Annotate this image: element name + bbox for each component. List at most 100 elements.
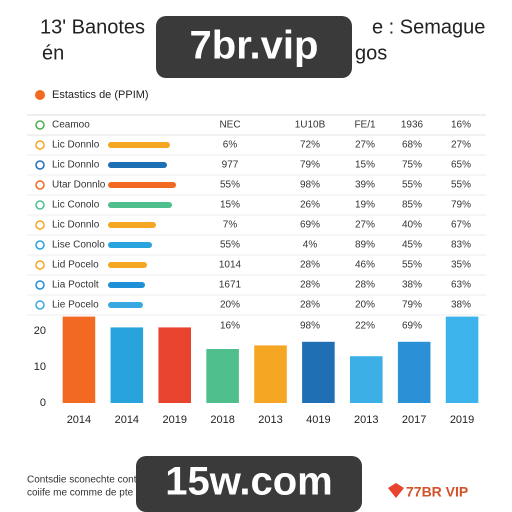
subtitle: gos	[355, 42, 387, 64]
cell: 67%	[451, 220, 471, 231]
cell: 40%	[402, 220, 422, 231]
legend-dot	[35, 90, 45, 100]
cell: 39%	[355, 180, 375, 191]
cell: 977	[222, 160, 239, 171]
cell: 65%	[451, 160, 471, 171]
row-label: Lia Poctolt	[52, 280, 99, 291]
header-cell: 1936	[401, 120, 424, 131]
cell: 85%	[402, 200, 422, 211]
cell: 15%	[355, 160, 375, 171]
row-icon	[35, 160, 45, 170]
subtitle: én	[42, 42, 64, 64]
cell: 28%	[300, 300, 320, 311]
bar	[110, 327, 144, 403]
row-icon	[35, 120, 45, 130]
watermark: 15w.com	[165, 460, 332, 504]
cell: 98%	[300, 180, 320, 191]
cell: 55%	[220, 240, 240, 251]
cell: 22%	[355, 321, 375, 332]
cell: 20%	[355, 300, 375, 311]
row-label: Lise Conolo	[52, 240, 105, 251]
cell: 55%	[451, 180, 471, 191]
cell: 68%	[402, 140, 422, 151]
header-label: Ceamoo	[52, 120, 90, 131]
bar	[62, 316, 96, 403]
cell: 69%	[300, 220, 320, 231]
row-icon	[35, 240, 45, 250]
cell: 20%	[220, 300, 240, 311]
cell: 79%	[402, 300, 422, 311]
bar	[445, 316, 479, 403]
row-label: Lic Donnlo	[52, 220, 100, 231]
row-label: Lic Donnlo	[52, 160, 100, 171]
row-icon	[35, 300, 45, 310]
row-icon	[35, 280, 45, 290]
cell: 79%	[451, 200, 471, 211]
row-bar	[108, 222, 156, 228]
row-bar	[108, 302, 143, 308]
y-tick-label: 20	[34, 325, 46, 337]
title: 13' Banotes	[40, 16, 145, 38]
cell: 83%	[451, 240, 471, 251]
x-tick-label: 4019	[306, 414, 330, 426]
cell: 55%	[220, 180, 240, 191]
cell: 28%	[300, 280, 320, 291]
bar	[158, 327, 192, 403]
cell: 89%	[355, 240, 375, 251]
row-bar	[108, 162, 167, 168]
watermark-box	[156, 16, 352, 78]
cell: 38%	[451, 300, 471, 311]
row-icon	[35, 140, 45, 150]
bar	[349, 356, 383, 403]
brand: 77BR VIP	[406, 484, 468, 500]
footer-text: coiife me comme de pte	[27, 488, 134, 499]
cell: 98%	[300, 321, 320, 332]
row-label: Lie Pocelo	[52, 300, 99, 311]
cell: 6%	[223, 140, 238, 151]
cell: 55%	[402, 180, 422, 191]
row-label: Lic Donnlo	[52, 140, 100, 151]
title: e : Semague	[372, 16, 485, 38]
header-cell: 1U10B	[295, 120, 326, 131]
cell: 55%	[402, 260, 422, 271]
cell: 26%	[300, 200, 320, 211]
row-icon	[35, 200, 45, 210]
x-tick-label: 2013	[258, 414, 282, 426]
row-label: Lic Conolo	[52, 200, 100, 211]
cell: 27%	[355, 220, 375, 231]
header-cell: NEC	[219, 120, 240, 131]
bar	[397, 341, 431, 403]
x-tick-label: 2014	[67, 414, 91, 426]
cell: 69%	[402, 321, 422, 332]
cell: 4%	[303, 240, 318, 251]
x-tick-label: 2014	[115, 414, 139, 426]
row-icon	[35, 260, 45, 270]
cell: 19%	[355, 200, 375, 211]
row-bar	[108, 142, 170, 148]
header-cell: 16%	[451, 120, 471, 131]
watermark: 7br.vip	[190, 24, 319, 68]
cell: 7%	[223, 220, 238, 231]
row-label: Utar Donnlo	[52, 180, 106, 191]
cell: 75%	[402, 160, 422, 171]
row-icon	[35, 220, 45, 230]
y-tick-label: 10	[34, 361, 46, 373]
x-tick-label: 2018	[210, 414, 234, 426]
cell: 79%	[300, 160, 320, 171]
cell: 1671	[219, 280, 242, 291]
cell: 27%	[355, 140, 375, 151]
cell: 28%	[300, 260, 320, 271]
header-cell: FE/1	[354, 120, 376, 131]
row-icon	[35, 180, 45, 190]
row-bar	[108, 182, 176, 188]
x-tick-label: 2017	[402, 414, 426, 426]
cell: 72%	[300, 140, 320, 151]
cell: 28%	[355, 280, 375, 291]
bar	[254, 345, 287, 403]
cell: 35%	[451, 260, 471, 271]
cell: 63%	[451, 280, 471, 291]
x-tick-label: 2019	[162, 414, 186, 426]
row-label: Lid Pocelo	[52, 260, 99, 271]
cell: 45%	[402, 240, 422, 251]
cell: 38%	[402, 280, 422, 291]
